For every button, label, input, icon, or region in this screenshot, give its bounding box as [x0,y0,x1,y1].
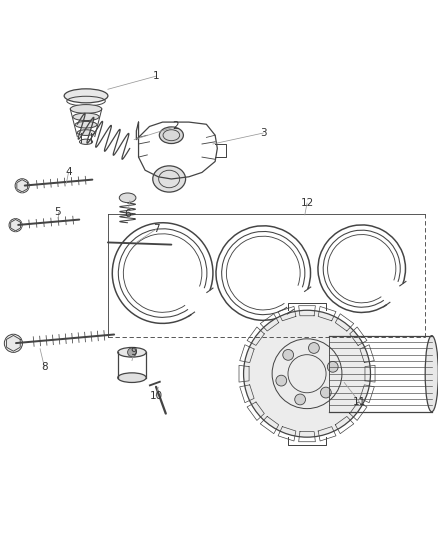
Ellipse shape [119,193,136,203]
Circle shape [327,361,337,372]
Circle shape [282,350,293,360]
Text: 2: 2 [172,122,179,132]
Polygon shape [7,335,20,351]
Text: 12: 12 [300,198,313,208]
Circle shape [308,343,318,353]
Text: 7: 7 [152,224,159,235]
Text: 6: 6 [124,209,131,219]
Circle shape [320,387,331,398]
Polygon shape [11,220,21,231]
Text: 10: 10 [149,391,162,401]
Text: 3: 3 [259,128,266,138]
Text: 1: 1 [152,71,159,81]
Ellipse shape [73,113,99,120]
Ellipse shape [70,104,102,114]
Ellipse shape [117,348,146,357]
Text: 5: 5 [54,207,61,217]
Text: 11: 11 [352,397,365,407]
Text: 8: 8 [41,362,48,372]
Text: 9: 9 [131,347,137,357]
Text: 4: 4 [65,167,72,177]
Circle shape [15,179,29,193]
Ellipse shape [64,89,108,103]
Ellipse shape [424,336,437,412]
Ellipse shape [152,166,185,192]
Circle shape [294,394,305,405]
Ellipse shape [77,130,95,135]
Circle shape [243,310,370,437]
Circle shape [127,348,136,357]
Circle shape [4,334,22,352]
Polygon shape [17,180,28,192]
Ellipse shape [159,127,183,143]
Ellipse shape [79,139,92,144]
Circle shape [275,375,286,386]
Ellipse shape [75,122,97,128]
Circle shape [9,219,22,232]
Ellipse shape [117,373,146,383]
